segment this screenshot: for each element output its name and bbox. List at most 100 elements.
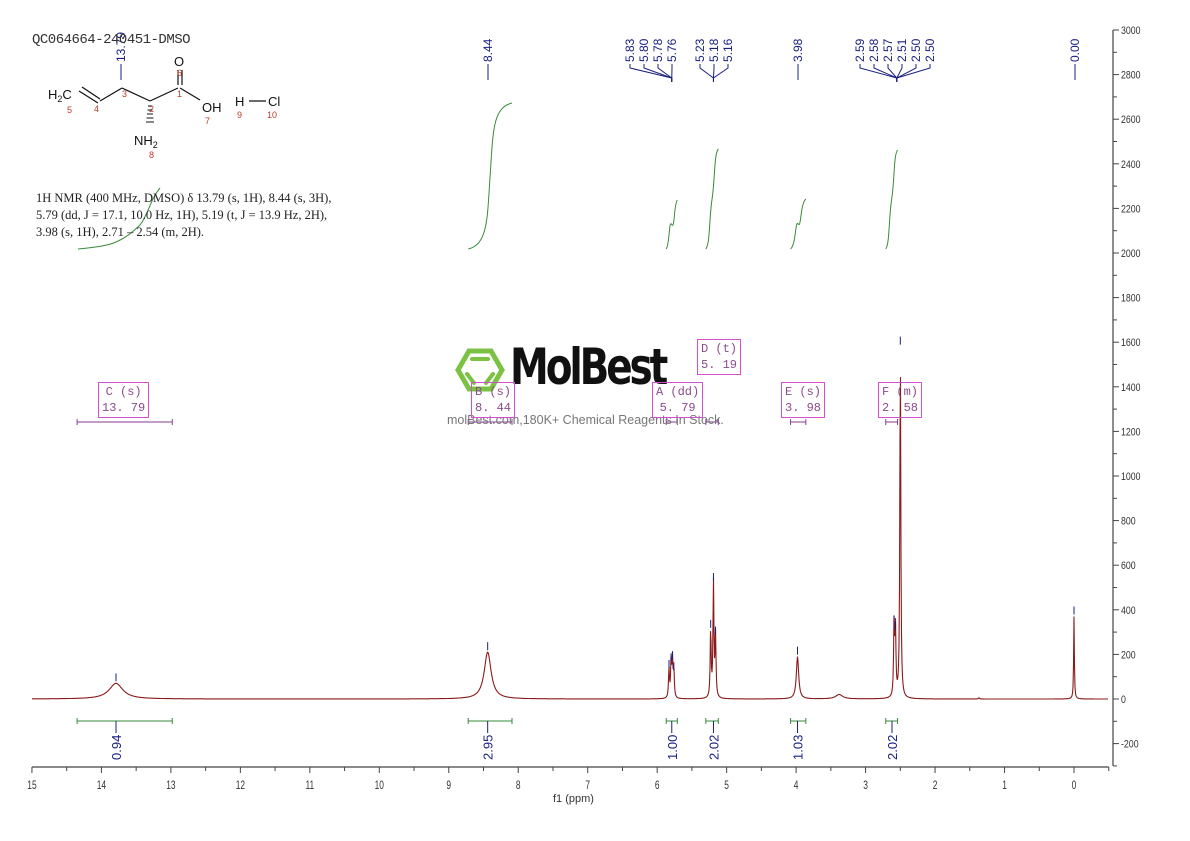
multiplet-label-box: D (t) 5. 19 xyxy=(697,339,742,375)
svg-text:O: O xyxy=(174,54,184,69)
svg-text:3: 3 xyxy=(122,89,127,99)
peak-label: 2.51 xyxy=(895,38,909,62)
peak-label: 2.50 xyxy=(923,38,937,62)
x-tick-label: 15 xyxy=(27,780,37,793)
peak-markers xyxy=(115,336,1075,682)
multiplet-label: B (s) xyxy=(475,385,512,399)
multiplet-shift: 2. 58 xyxy=(882,401,919,415)
peak-label: 5.18 xyxy=(707,38,721,62)
y-tick-label: 600 xyxy=(1121,560,1136,572)
peak-label: 13.79 xyxy=(114,32,128,62)
x-tick-label: 8 xyxy=(516,780,521,793)
y-tick-label: 1800 xyxy=(1121,293,1141,305)
integral-value: 1.00 xyxy=(665,735,680,760)
svg-text:10: 10 xyxy=(267,110,277,120)
y-tick-label: 200 xyxy=(1121,650,1136,662)
x-tick-label: 1 xyxy=(1002,780,1007,793)
svg-text:8: 8 xyxy=(149,150,154,160)
watermark-tagline: molBest.com,180K+ Chemical Reagents In S… xyxy=(447,413,724,427)
y-tick-label: 400 xyxy=(1121,605,1136,617)
peak-label: 2.50 xyxy=(909,38,923,62)
peak-label: 3.98 xyxy=(791,38,805,62)
x-tick-label: 12 xyxy=(236,780,246,793)
nmr-description: 1H NMR (400 MHz, DMSO) δ 13.79 (s, 1H), … xyxy=(36,191,332,239)
peak-label: 2.57 xyxy=(881,38,895,62)
y-tick-label: 2200 xyxy=(1121,204,1141,216)
x-axis-label: f1 (ppm) xyxy=(553,793,594,805)
y-tick-label: 3000 xyxy=(1121,25,1141,37)
peak-label: 5.80 xyxy=(637,38,651,62)
y-tick-label: 2800 xyxy=(1121,70,1141,82)
x-axis: 15 14 13 12 11 10 9 8 7 6 5 4 3 2 1 0 xyxy=(27,766,1110,793)
peak-label: 5.78 xyxy=(651,38,665,62)
svg-text:7: 7 xyxy=(205,116,210,126)
svg-text:H2C: H2C xyxy=(48,87,72,104)
y-tick-label: 1400 xyxy=(1121,382,1141,394)
svg-text:6: 6 xyxy=(177,68,182,78)
svg-text:1: 1 xyxy=(177,89,182,99)
multiplet-label: F (m) xyxy=(882,385,919,399)
peak-labels: 13.79 8.44 5.83 5.80 5.78 5.76 5.23 5.18 5.16 3.9… xyxy=(114,32,1082,82)
svg-text:Cl: Cl xyxy=(268,94,280,109)
x-tick-label: 14 xyxy=(97,780,107,793)
multiplet-label-box: E (s) 3. 98 xyxy=(781,382,826,418)
x-tick-label: 13 xyxy=(166,780,176,793)
peak-label: 5.16 xyxy=(721,38,735,62)
integral-bars: 0.94 2.95 1.00 2.02 1.03 2.02 xyxy=(76,718,900,760)
multiplet-shift: 3. 98 xyxy=(785,401,822,415)
peak-label: 5.23 xyxy=(693,38,707,62)
y-tick-label: 1200 xyxy=(1121,427,1141,439)
multiplet-label: A (dd) xyxy=(656,385,700,399)
sample-title: QC064664-240451-DMSO xyxy=(32,32,191,48)
svg-text:5: 5 xyxy=(67,105,72,115)
x-tick-label: 2 xyxy=(933,780,938,793)
y-tick-label: 2600 xyxy=(1121,114,1141,126)
peak-label: 2.58 xyxy=(867,38,881,62)
multiplet-range-bars xyxy=(76,419,899,425)
svg-text:OH: OH xyxy=(202,100,222,115)
svg-text:2: 2 xyxy=(149,104,154,114)
y-tick-label: 800 xyxy=(1121,516,1136,528)
multiplet-label: D (t) xyxy=(701,342,738,356)
y-tick-label: 2400 xyxy=(1121,159,1141,171)
x-tick-label: 0 xyxy=(1072,780,1077,793)
integral-value: 2.95 xyxy=(481,735,496,760)
multiplet-label-box: C (s) 13. 79 xyxy=(98,382,150,418)
integral-value: 2.02 xyxy=(885,735,900,760)
peak-label: 0.00 xyxy=(1068,38,1082,62)
y-axis: 3000280026002400220020001800160014001200… xyxy=(1112,25,1141,767)
molbest-logo-icon xyxy=(455,348,505,392)
svg-text:NH2: NH2 xyxy=(134,133,158,150)
integral-curve xyxy=(468,102,513,250)
multiplet-shift: 5. 79 xyxy=(659,401,696,415)
svg-text:H: H xyxy=(235,94,244,109)
multiplet-label-box: A (dd) 5. 79 xyxy=(652,382,704,418)
y-tick-label: -200 xyxy=(1121,739,1139,751)
y-tick-label: 2000 xyxy=(1121,248,1141,260)
svg-text:9: 9 xyxy=(237,110,242,120)
integral-curve-13-79 xyxy=(77,187,161,250)
integral-curve xyxy=(790,198,807,250)
multiplet-shift: 5. 19 xyxy=(701,358,738,372)
spectrum-line xyxy=(32,377,1108,700)
svg-text:4: 4 xyxy=(94,104,99,114)
peak-label: 5.76 xyxy=(665,38,679,62)
peak-label: 5.83 xyxy=(623,38,637,62)
multiplet-label: C (s) xyxy=(105,385,142,399)
multiplet-label-box: F (m) 2. 58 xyxy=(878,382,923,418)
watermark-brand: MolBest xyxy=(510,338,668,396)
x-tick-label: 10 xyxy=(375,780,385,793)
integral-curve xyxy=(665,199,678,250)
y-tick-label: 0 xyxy=(1121,694,1126,706)
x-tick-label: 4 xyxy=(794,780,799,793)
integral-curve xyxy=(705,148,719,250)
y-tick-label: 1000 xyxy=(1121,471,1141,483)
chemical-structure: H2C 5 4 3 2 1 O 6 OH 7 NH2 8 H Cl 9 10 xyxy=(48,54,280,160)
multiplet-label: E (s) xyxy=(785,385,822,399)
y-tick-label: 1600 xyxy=(1121,337,1141,349)
integral-value: 1.03 xyxy=(791,735,806,760)
x-tick-label: 6 xyxy=(655,780,660,793)
integral-value: 0.94 xyxy=(109,735,124,760)
peak-label: 8.44 xyxy=(481,38,495,62)
